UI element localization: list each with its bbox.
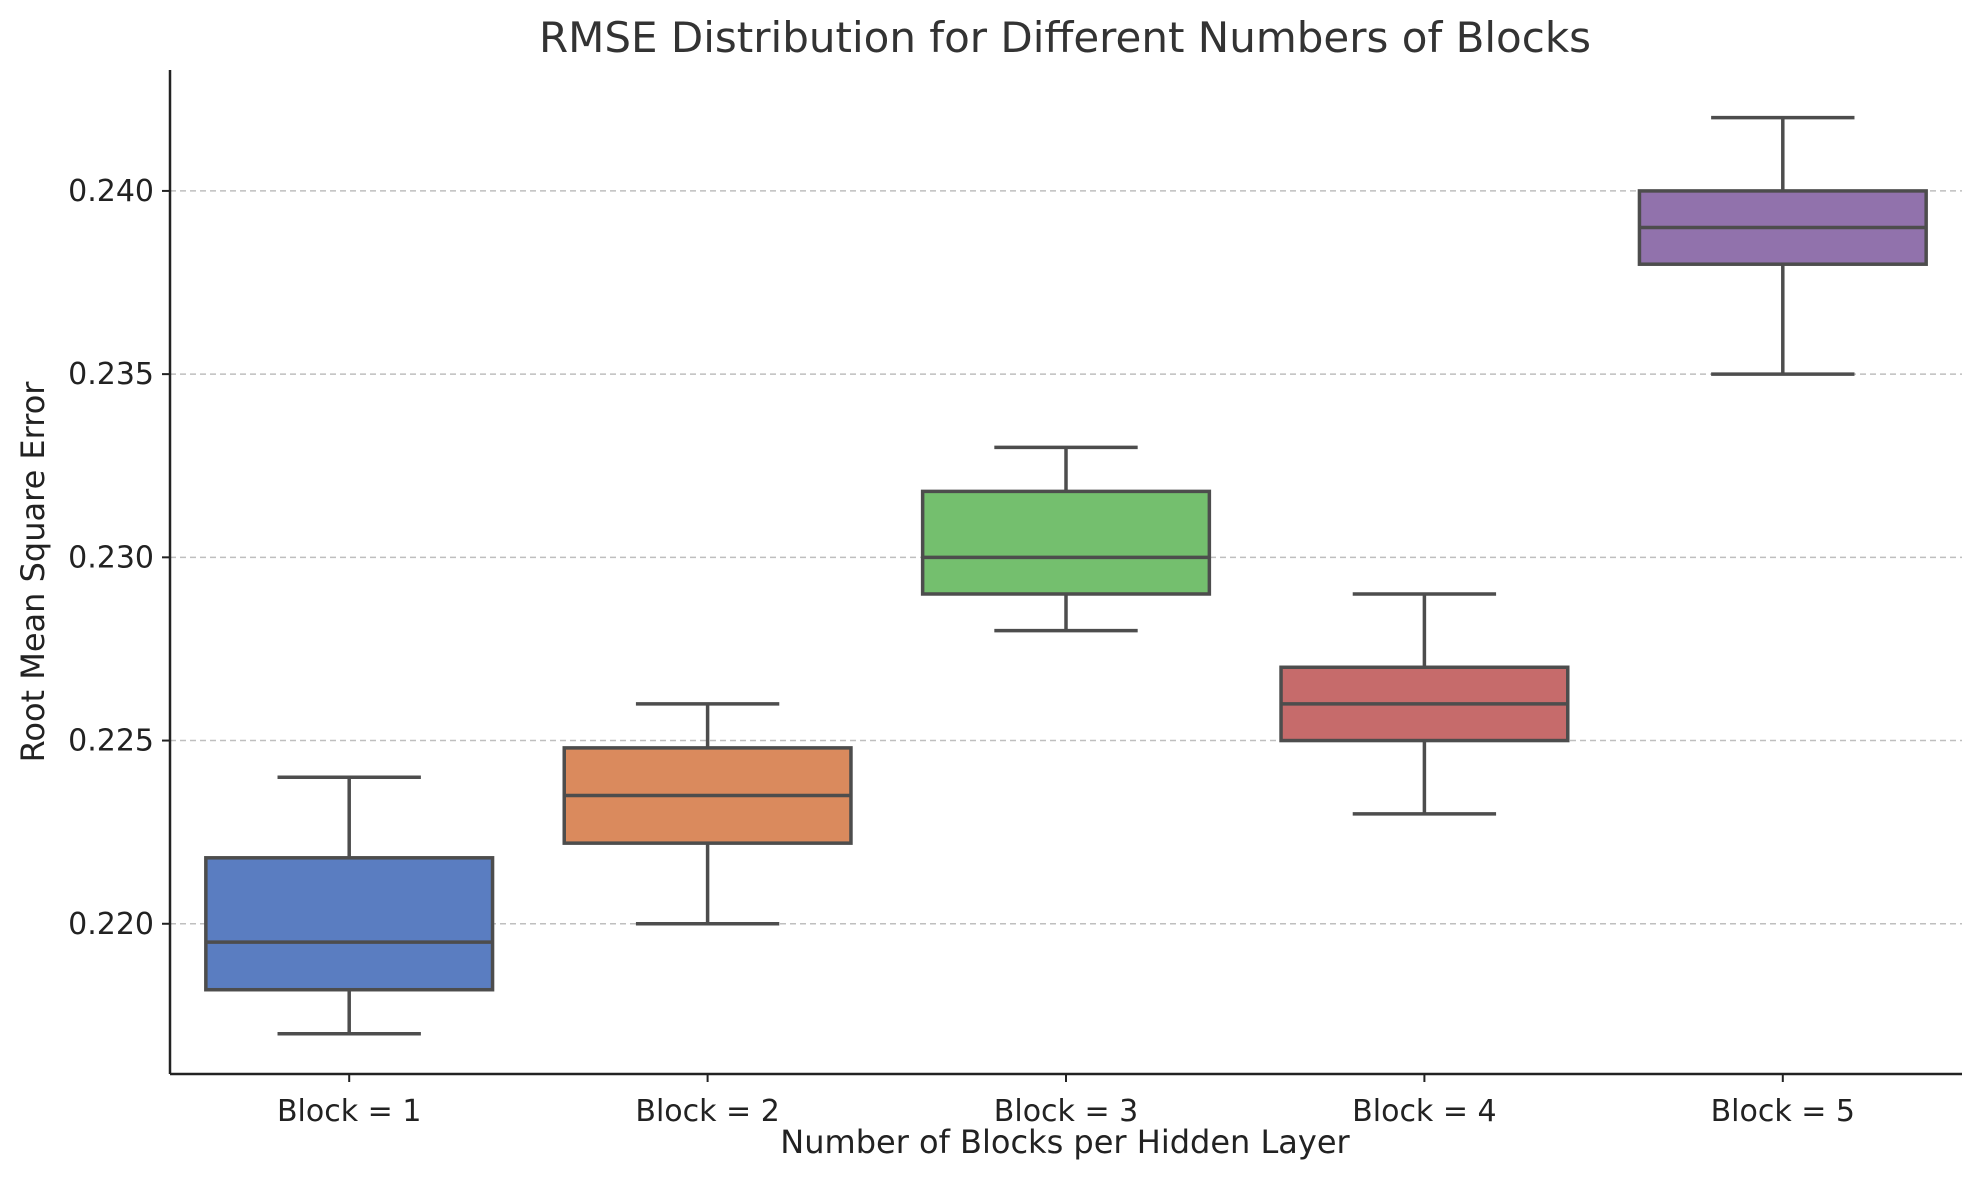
box-group-3 xyxy=(920,445,1212,633)
box-series xyxy=(204,115,1928,1036)
x-tick-label: Block = 5 xyxy=(1711,1094,1855,1129)
y-ticks: 0.220 0.225 0.230 0.235 0.240 xyxy=(68,174,170,942)
y-tick-label: 0.240 xyxy=(68,174,154,209)
box-group-5 xyxy=(1637,115,1928,376)
box-group-2 xyxy=(562,702,853,926)
iqr-box xyxy=(920,489,1212,596)
y-tick-label: 0.220 xyxy=(68,907,154,942)
y-tick-label: 0.225 xyxy=(68,724,154,759)
y-tick-label: 0.235 xyxy=(68,357,154,392)
x-axis-label: Number of Blocks per Hidden Layer xyxy=(780,1123,1350,1161)
x-tick-label: Block = 4 xyxy=(1352,1094,1496,1129)
iqr-box xyxy=(204,856,495,992)
x-tick-label: Block = 2 xyxy=(635,1094,779,1129)
box-group-1 xyxy=(204,775,495,1036)
x-tick-label: Block = 3 xyxy=(994,1094,1138,1129)
x-ticks: Block = 1 Block = 2 Block = 3 Block = 4 Bloc… xyxy=(277,1074,1855,1129)
x-tick-label: Block = 1 xyxy=(277,1094,421,1129)
y-tick-label: 0.230 xyxy=(68,540,154,575)
chart-title: RMSE Distribution for Different Numbers … xyxy=(539,13,1591,62)
y-axis-label: Root Mean Square Error xyxy=(14,381,52,763)
box-group-4 xyxy=(1279,592,1570,816)
